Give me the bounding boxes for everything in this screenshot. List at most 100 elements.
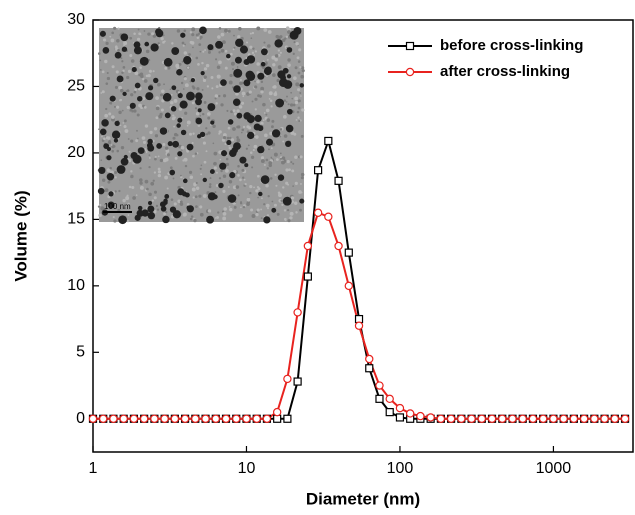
inset-particle <box>215 40 223 49</box>
inset-texture <box>141 96 146 101</box>
inset-texture <box>139 181 143 185</box>
inset-texture <box>250 155 255 159</box>
y-tick-label: 15 <box>67 211 85 228</box>
inset-texture <box>203 75 207 79</box>
inset-texture <box>129 54 133 58</box>
inset-particle <box>282 196 292 206</box>
inset-texture <box>267 30 272 34</box>
inset-texture <box>278 193 283 198</box>
inset-texture <box>295 118 298 121</box>
inset-texture <box>194 107 198 110</box>
inset-texture <box>126 105 130 110</box>
inset-texture <box>121 71 124 74</box>
marker <box>426 413 435 422</box>
inset-particle <box>177 151 183 157</box>
inset-texture <box>227 126 231 130</box>
inset-texture <box>118 85 122 90</box>
inset-particle <box>277 174 285 181</box>
inset-texture <box>248 90 252 94</box>
inset-texture <box>251 31 255 35</box>
inset-texture <box>203 160 207 164</box>
inset-texture <box>297 116 300 119</box>
inset-texture <box>230 61 235 66</box>
inset-texture <box>263 163 266 167</box>
inset-particle <box>234 56 242 64</box>
y-tick-label: 0 <box>76 410 85 427</box>
inset-texture <box>295 211 298 214</box>
inset-texture <box>104 59 108 64</box>
inset-texture <box>200 173 203 176</box>
inset-texture <box>158 44 161 46</box>
inset-texture <box>269 177 273 180</box>
inset-texture <box>260 90 264 94</box>
inset-texture <box>228 80 233 85</box>
inset-texture <box>262 102 266 107</box>
inset-texture <box>148 192 152 197</box>
inset-texture <box>184 164 188 168</box>
inset-texture <box>232 68 234 71</box>
inset-texture <box>164 146 169 150</box>
inset-texture <box>155 96 159 100</box>
inset-texture <box>189 31 193 34</box>
inset-texture <box>154 157 157 161</box>
inset-texture <box>136 37 141 42</box>
inset-texture <box>299 155 303 159</box>
inset-texture <box>117 27 120 30</box>
inset-texture <box>244 182 247 186</box>
inset-texture <box>181 60 184 63</box>
inset-texture <box>298 190 301 193</box>
inset-texture <box>216 216 219 219</box>
inset-texture <box>145 49 150 54</box>
inset-texture <box>283 99 287 102</box>
inset-texture <box>222 40 226 45</box>
marker <box>313 208 323 217</box>
marker <box>487 414 497 423</box>
inset-texture <box>275 158 279 161</box>
inset-particle <box>111 130 121 139</box>
inset-texture <box>227 186 230 188</box>
inset-texture <box>271 55 276 60</box>
inset-texture <box>280 157 283 160</box>
inset-texture <box>290 196 295 200</box>
inset-texture <box>271 119 275 123</box>
inset-texture <box>238 105 243 109</box>
inset-particle <box>282 67 289 74</box>
inset-texture <box>157 170 162 174</box>
inset-texture <box>157 155 160 158</box>
inset-texture <box>265 108 270 113</box>
inset-particle <box>285 140 292 148</box>
inset-particle <box>221 150 228 157</box>
inset-texture <box>233 34 235 37</box>
inset-texture <box>101 178 106 182</box>
inset-texture <box>216 74 221 79</box>
inset-particle <box>176 123 181 128</box>
inset-texture <box>222 212 227 216</box>
inset-texture <box>155 106 160 111</box>
legend-label: before cross-linking <box>440 37 583 54</box>
inset-texture <box>145 74 149 78</box>
inset-particle <box>285 124 294 133</box>
inset-texture <box>171 42 174 45</box>
inset-particle <box>172 210 181 219</box>
inset-texture <box>199 38 202 40</box>
inset-particle <box>207 44 214 51</box>
inset-particle <box>162 215 170 224</box>
inset-particle <box>147 85 154 91</box>
inset-texture <box>177 91 181 94</box>
inset-texture <box>199 205 203 209</box>
inset-texture <box>105 107 108 111</box>
inset-texture <box>236 66 239 68</box>
marker <box>446 414 456 423</box>
inset-texture <box>300 172 305 177</box>
inset-particle <box>114 51 122 59</box>
inset-texture <box>125 90 128 92</box>
marker <box>272 407 282 417</box>
inset-texture <box>209 177 212 180</box>
inset-texture <box>233 205 237 209</box>
inset-texture <box>241 128 245 132</box>
inset-texture <box>152 70 155 73</box>
inset-texture <box>260 197 263 200</box>
inset-texture <box>215 58 218 61</box>
inset-texture <box>253 144 258 149</box>
inset-particle <box>183 55 192 65</box>
